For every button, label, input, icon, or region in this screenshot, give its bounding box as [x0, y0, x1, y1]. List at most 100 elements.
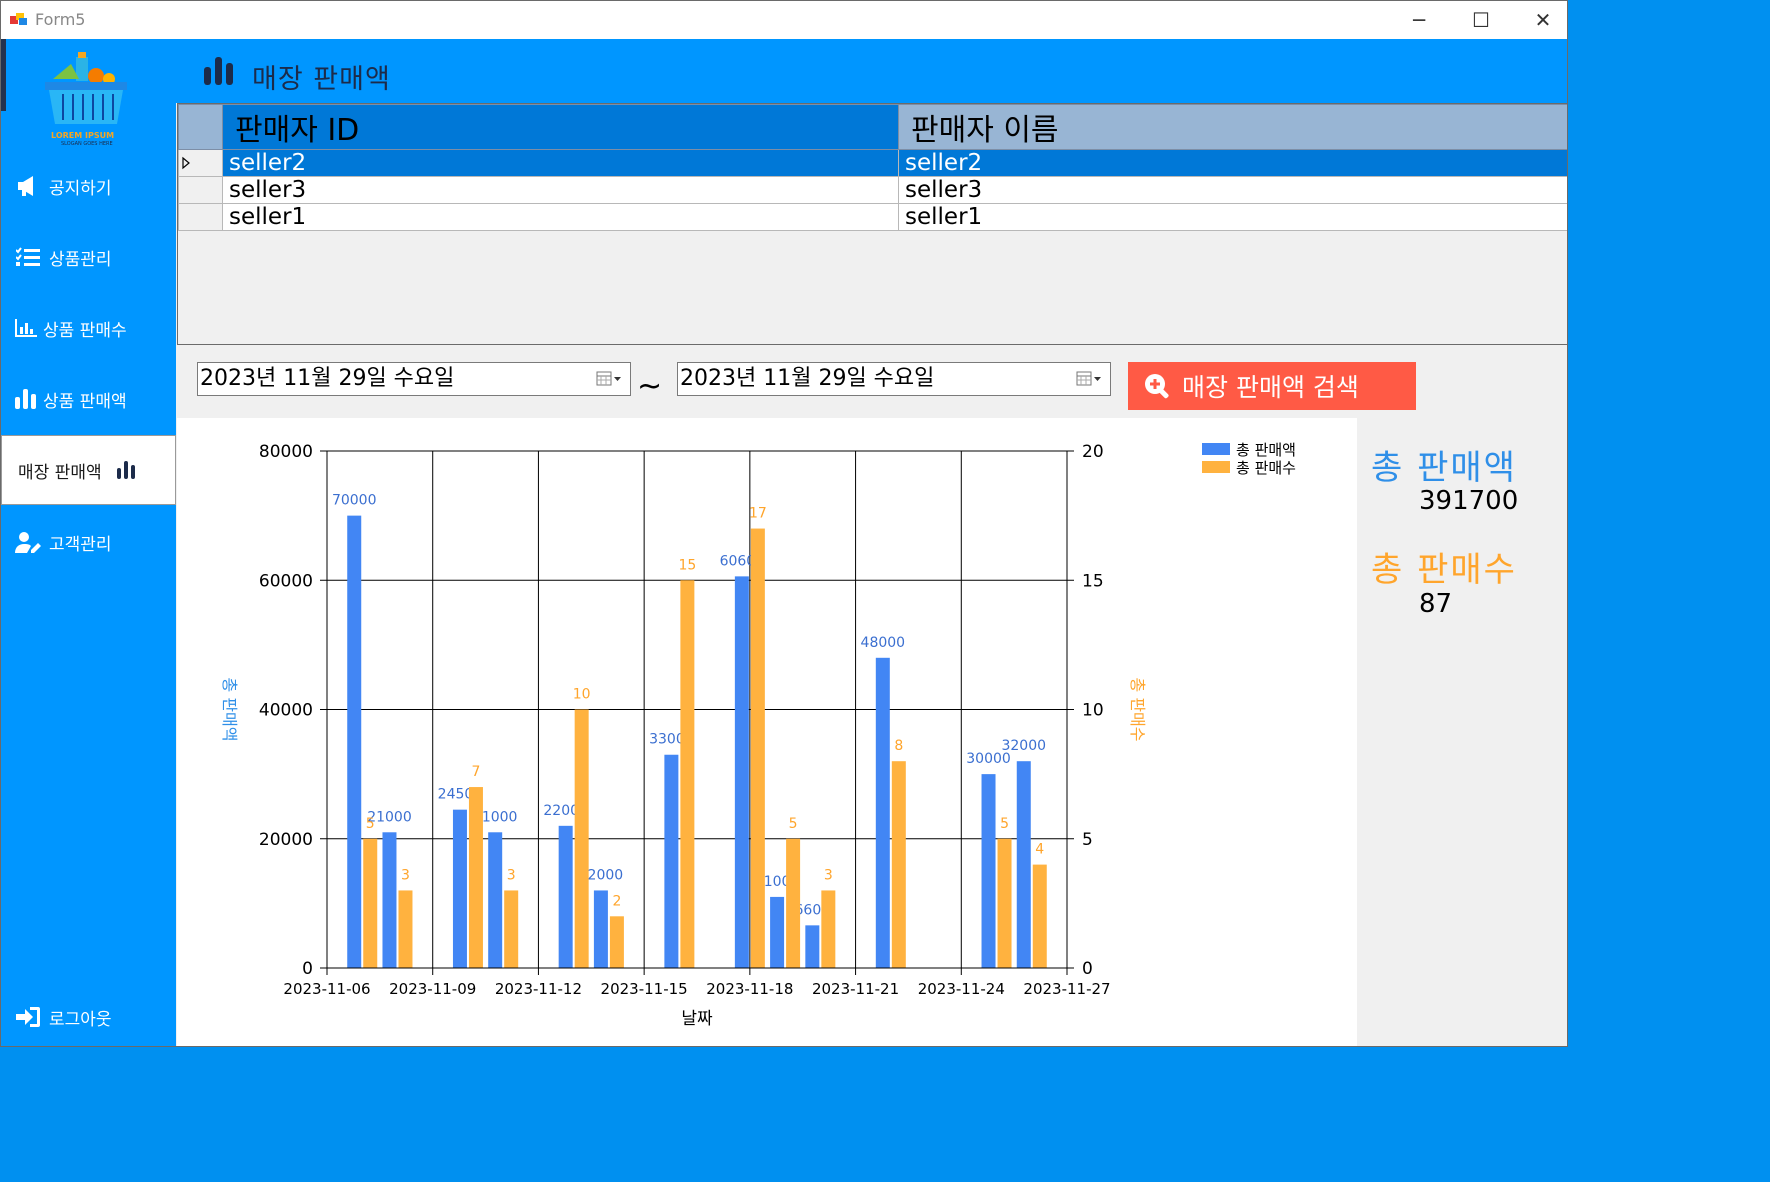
- calendar-dropdown-icon[interactable]: [1076, 371, 1102, 387]
- search-plus-icon: [1145, 374, 1169, 399]
- nav-product-count[interactable]: 상품 판매수: [1, 293, 176, 363]
- data-label-total-sales: 70000: [332, 493, 377, 509]
- bar-total-sales: [452, 809, 467, 968]
- bar-total-count: [680, 580, 695, 968]
- nav-customers[interactable]: 고객관리: [1, 507, 176, 577]
- page-header: 매장 판매액: [176, 39, 1567, 103]
- total-count-value: 87: [1419, 589, 1453, 619]
- minimize-button[interactable]: ─: [1388, 1, 1450, 39]
- data-label-total-sales: 30000: [966, 751, 1011, 767]
- close-button[interactable]: ✕: [1512, 1, 1567, 39]
- bar-total-sales: [1016, 761, 1031, 968]
- nav-store-sales[interactable]: 매장 판매액: [1, 435, 176, 505]
- x-tick-label: 2023-11-18: [706, 980, 793, 998]
- bar-total-count: [997, 838, 1012, 968]
- line-chart-icon: [13, 315, 39, 341]
- data-label-total-count: 5: [789, 816, 798, 832]
- seller-grid[interactable]: 판매자 ID 판매자 이름 seller2 seller2 seller3 se…: [177, 103, 1567, 345]
- page-title: 매장 판매액: [252, 64, 391, 95]
- bar-total-sales: [734, 576, 749, 968]
- bar-total-count: [821, 890, 836, 968]
- data-label-total-count: 2: [612, 893, 621, 909]
- table-row[interactable]: seller2 seller2: [178, 149, 1567, 177]
- data-label-total-sales: 6600: [795, 902, 831, 918]
- search-button-label: 매장 판매액 검색: [1182, 373, 1359, 402]
- grid-header-row: 판매자 ID 판매자 이름: [178, 104, 1567, 150]
- cell-seller-id[interactable]: seller2: [222, 149, 899, 177]
- sidebar-accent: [1, 39, 6, 111]
- bar-total-count: [574, 709, 589, 968]
- column-header-seller-id[interactable]: 판매자 ID: [222, 104, 899, 150]
- legend-swatch: [1202, 443, 1230, 455]
- start-date-picker[interactable]: 2023년 11월 29일 수요일: [197, 362, 631, 396]
- data-label-total-count: 4: [1035, 842, 1044, 858]
- cell-seller-name[interactable]: seller3: [898, 176, 1567, 204]
- bar-total-sales: [664, 754, 679, 968]
- y2-tick-label: 15: [1082, 571, 1104, 591]
- data-label-total-count: 15: [678, 557, 696, 573]
- table-row[interactable]: seller3 seller3: [178, 176, 1567, 204]
- x-tick-label: 2023-11-15: [601, 980, 688, 998]
- data-label-total-sales: 48000: [861, 635, 906, 651]
- y-axis-title: 총 판매액: [220, 678, 239, 742]
- legend-label: 총 판매액: [1236, 441, 1296, 459]
- store-sales-search-button[interactable]: 매장 판매액 검색: [1128, 362, 1416, 410]
- cell-seller-name[interactable]: seller2: [898, 149, 1567, 177]
- row-header[interactable]: [178, 149, 223, 177]
- end-date-picker[interactable]: 2023년 11월 29일 수요일: [677, 362, 1111, 396]
- bar-total-count: [1032, 864, 1047, 968]
- nav-product-sales-label: 상품 판매액: [43, 391, 127, 412]
- y-tick-label: 20000: [259, 830, 313, 850]
- x-tick-label: 2023-11-09: [389, 980, 476, 998]
- nav-customers-label: 고객관리: [49, 534, 112, 555]
- bar-chart-icon: [204, 57, 233, 85]
- data-label-total-sales: 32000: [1001, 738, 1046, 754]
- nav-logout-label: 로그아웃: [49, 1009, 112, 1030]
- window-title: Form5: [35, 10, 86, 29]
- bar-total-count: [609, 916, 624, 968]
- bar-total-sales: [770, 896, 785, 968]
- x-tick-label: 2023-11-21: [812, 980, 899, 998]
- logo-text: LOREM IPSUM: [51, 131, 115, 140]
- nav-notice-label: 공지하기: [49, 178, 112, 199]
- nav-product-sales[interactable]: 상품 판매액: [1, 364, 176, 434]
- column-header-seller-name[interactable]: 판매자 이름: [898, 104, 1567, 150]
- app-window: Form5 ─ ☐ ✕ LOREM IPSUM SLOG: [0, 0, 1568, 1047]
- grid-corner-cell: [178, 104, 223, 150]
- data-label-total-count: 3: [401, 867, 410, 883]
- nav-notice[interactable]: 공지하기: [1, 151, 176, 221]
- x-tick-label: 2023-11-06: [283, 980, 370, 998]
- bar-total-count: [363, 838, 378, 968]
- data-label-total-sales: 21000: [367, 809, 412, 825]
- cell-seller-id[interactable]: seller3: [222, 176, 899, 204]
- close-icon: ✕: [1534, 8, 1552, 32]
- nav-logout[interactable]: 로그아웃: [1, 982, 176, 1046]
- data-label-total-count: 7: [471, 764, 480, 780]
- bar-total-sales: [558, 825, 573, 968]
- bar-total-count: [504, 890, 519, 968]
- title-bar: Form5 ─ ☐ ✕: [1, 1, 1567, 39]
- nav-products[interactable]: 상품관리: [1, 222, 176, 292]
- row-header[interactable]: [178, 176, 223, 204]
- maximize-button[interactable]: ☐: [1450, 1, 1512, 39]
- logout-icon: [15, 1004, 41, 1030]
- data-label-total-count: 5: [366, 816, 375, 832]
- cell-seller-id[interactable]: seller1: [222, 203, 899, 231]
- stats-panel: 총 판매액 391700 총 판매수 87: [1357, 418, 1567, 1046]
- basket-logo-icon: [45, 52, 127, 124]
- search-bar: 2023년 11월 29일 수요일 ~ 2023년 11월 29일 수요일 매장…: [177, 345, 1567, 418]
- bar-chart-icon: [114, 457, 140, 483]
- table-row[interactable]: seller1 seller1: [178, 203, 1567, 231]
- cell-seller-name[interactable]: seller1: [898, 203, 1567, 231]
- y-tick-label: 60000: [259, 571, 313, 591]
- bar-total-sales: [805, 925, 820, 968]
- bar-total-count: [398, 890, 413, 968]
- y-tick-label: 40000: [259, 701, 313, 721]
- calendar-dropdown-icon[interactable]: [596, 371, 622, 387]
- row-header[interactable]: [178, 203, 223, 231]
- y-tick-label: 0: [302, 959, 313, 979]
- data-label-total-sales: 12000: [579, 867, 624, 883]
- bar-total-sales: [488, 832, 503, 968]
- y2-tick-label: 20: [1082, 442, 1104, 462]
- data-label-total-count: 3: [824, 867, 833, 883]
